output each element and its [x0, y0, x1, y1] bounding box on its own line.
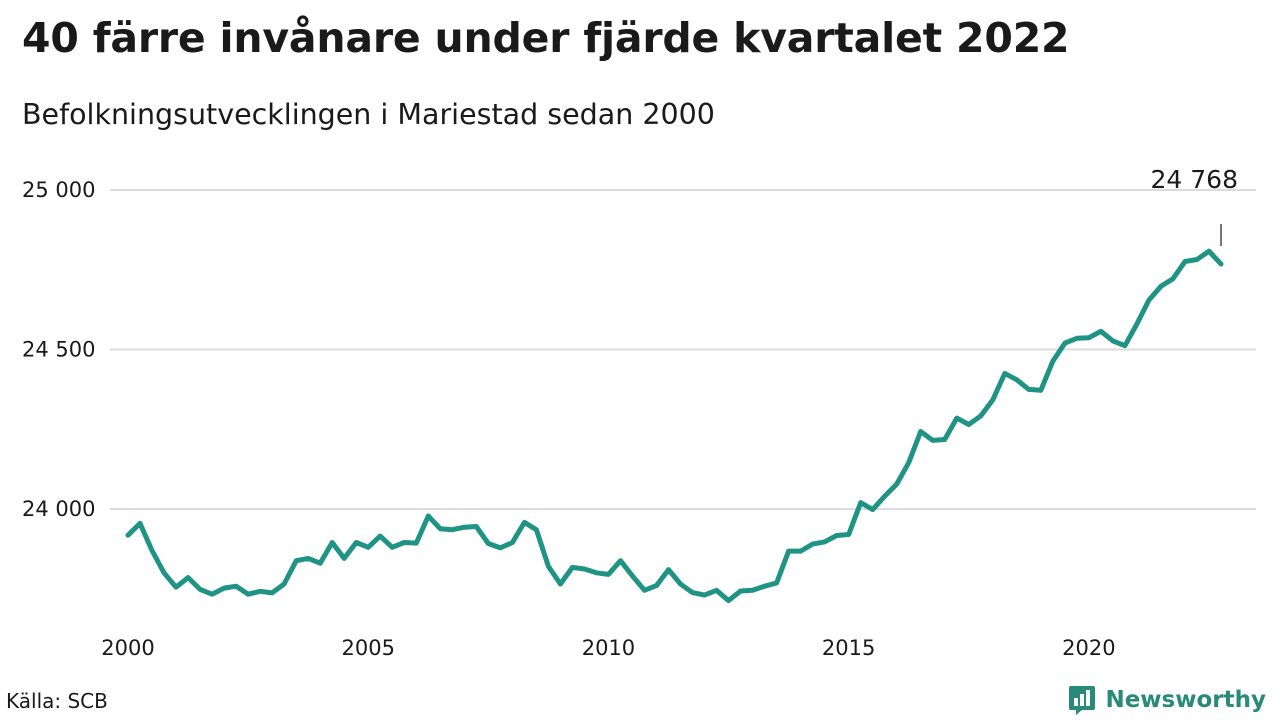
x-tick-label: 2000: [101, 636, 154, 660]
y-tick-label: 24 500: [22, 338, 95, 362]
y-tick-label: 24 000: [22, 497, 95, 521]
y-axis-ticks: 24 000 24 500 25 000: [22, 178, 95, 521]
newsworthy-logo-icon: [1069, 686, 1096, 715]
y-tick-label: 25 000: [22, 178, 95, 202]
x-axis-ticks: 2000 2005 2010 2015 2020: [101, 636, 1115, 660]
series-layer: [125, 248, 1224, 604]
x-tick-label: 2015: [822, 636, 875, 660]
page-title: 40 färre invånare under fjärde kvartalet…: [22, 14, 1070, 62]
x-tick-label: 2005: [341, 636, 394, 660]
population-series-line: [125, 248, 1224, 604]
x-tick-label: 2020: [1062, 636, 1115, 660]
brand-name: Newsworthy: [1105, 687, 1266, 713]
last-value-label: 24 768: [1151, 165, 1238, 194]
source-label: Källa: SCB: [6, 689, 108, 713]
gridlines: [110, 189, 1256, 510]
annotation-layer: 24 768: [1151, 165, 1238, 246]
x-tick-label: 2010: [582, 636, 635, 660]
brand: Newsworthy: [1067, 684, 1266, 716]
chart-subtitle: Befolkningsutvecklingen i Mariestad seda…: [22, 98, 715, 131]
